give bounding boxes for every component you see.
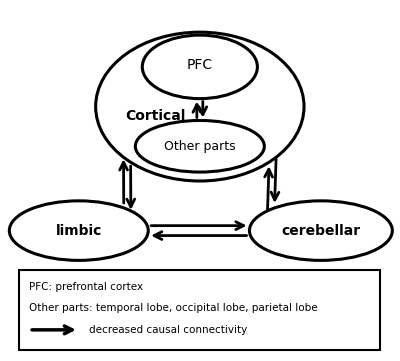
Text: decreased causal connectivity: decreased causal connectivity bbox=[89, 325, 247, 335]
Text: cerebellar: cerebellar bbox=[281, 223, 360, 238]
Text: limbic: limbic bbox=[56, 223, 102, 238]
Text: Other parts: Other parts bbox=[164, 140, 236, 153]
FancyBboxPatch shape bbox=[19, 270, 380, 350]
Text: PFC: prefrontal cortex: PFC: prefrontal cortex bbox=[29, 282, 143, 292]
Text: Cortical: Cortical bbox=[125, 109, 185, 123]
Ellipse shape bbox=[142, 35, 257, 99]
Ellipse shape bbox=[135, 121, 264, 172]
Text: PFC: PFC bbox=[187, 58, 213, 72]
Ellipse shape bbox=[96, 32, 304, 181]
Text: Other parts: temporal lobe, occipital lobe, parietal lobe: Other parts: temporal lobe, occipital lo… bbox=[29, 303, 318, 313]
Ellipse shape bbox=[250, 201, 392, 260]
Ellipse shape bbox=[9, 201, 148, 260]
